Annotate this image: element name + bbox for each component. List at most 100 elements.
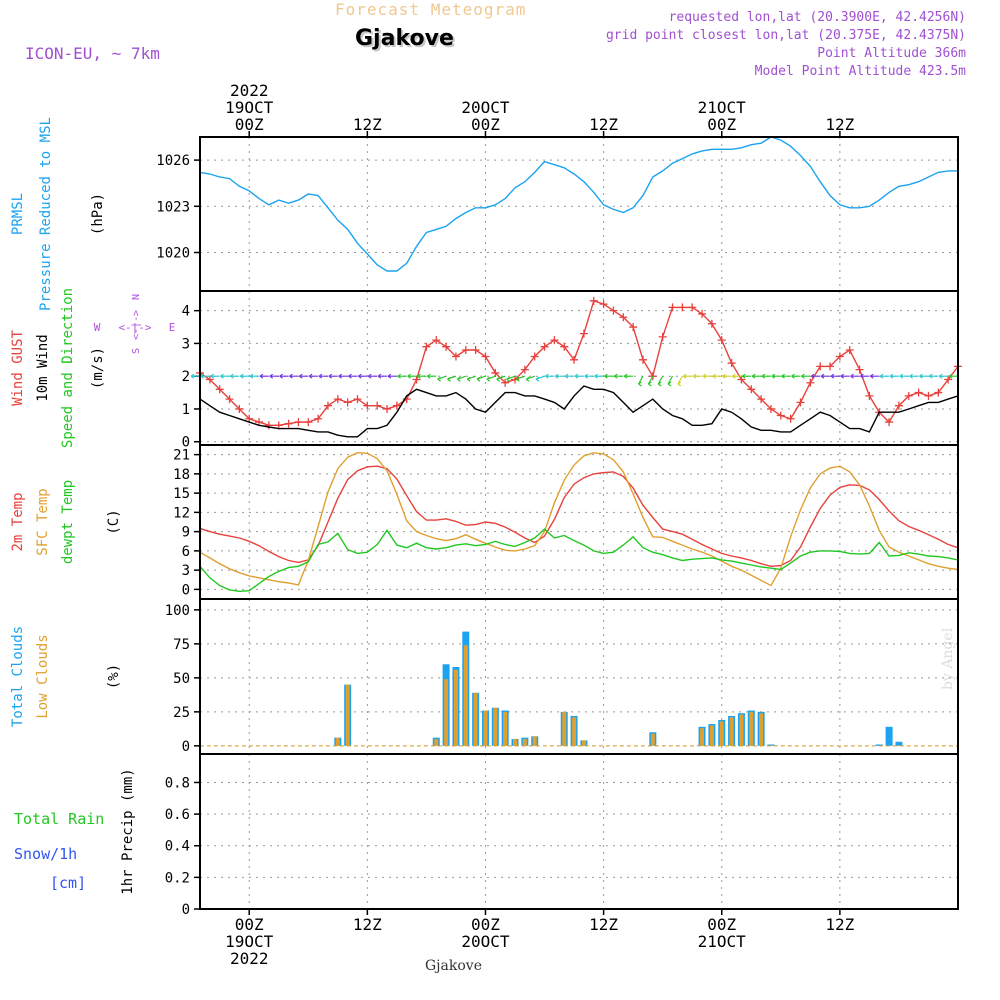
panel-2: 0 3 6 9 12 15 18 21 2m Temp SFC Temp dewpt Temp (C) [10,444,959,600]
wind-arrow [761,373,771,379]
wind-arrow [801,373,811,379]
top-time-label: 2022 [230,81,269,100]
wind-arrow [220,373,230,379]
wind-arrow [516,375,526,382]
low_clouds-bar [453,669,458,746]
gust-marker [422,342,431,351]
wind-arrow [289,373,299,379]
gust-marker [481,352,490,361]
low_clouds-bar [700,728,705,746]
ytick-label: 0.6 [165,807,190,823]
wind-arrow [358,373,368,379]
top-time-label: 21OCT [698,98,747,117]
wind-arrow [584,373,594,379]
wind-arrow [348,373,358,379]
gust-marker [501,378,510,387]
wind-arrow [938,373,949,379]
gust-marker [560,342,569,351]
gust-marker [264,421,273,430]
wind-arrow [486,375,496,382]
wind-arrow [190,373,200,379]
top-time-label: 00Z [235,115,264,134]
ylabel-line: Low Clouds [35,634,51,718]
ylabel-line: SFC Temp [35,488,51,555]
ytick-label: 100 [165,603,190,619]
gust-marker [451,352,460,361]
bottom-time-label: 00Z [235,915,264,934]
gust-marker [314,414,323,423]
wind-arrow [535,375,545,382]
wind-arrow [712,373,722,379]
wind-arrow [574,373,584,379]
ytick-label: 12 [173,505,190,521]
wind-arrow [702,373,712,379]
low_clouds-bar [581,740,586,746]
wind-arrow [667,375,673,387]
ytick-label: 0.4 [165,839,190,855]
wind-arrow [298,373,309,379]
panel-0: 1020 1023 1026 PRMSL Pressure Reduced to MSL… [10,117,959,311]
compass-e: E [169,321,176,334]
low_clouds-bar [434,739,439,746]
gust-marker [816,362,825,371]
wind-line [199,385,959,438]
ytick-label: 3 [182,563,190,579]
gust-marker [638,355,647,364]
wind-arrow [869,373,880,379]
wind-arrow [269,373,279,379]
low_clouds-bar [562,711,567,746]
bottom-time-label: 12Z [353,915,382,934]
panel-1: 0 1 2 3 4 Wind GUST 10m Wind Speed and Directio… [10,288,962,451]
compass-ns-arrows: <-|-> [131,310,142,340]
ytick-label: 0 [182,739,190,755]
total_clouds-bar [875,744,883,746]
wind-arrow [677,375,683,387]
low_clouds-bar [650,733,655,746]
ytick-label: 1020 [156,246,190,262]
gust-marker [835,352,844,361]
gust-marker [599,300,608,309]
top-time-label: 12Z [589,115,618,134]
gust-marker [924,391,933,400]
gust-marker [373,401,382,410]
location-title: Gjakove [355,26,454,51]
pressure-line [199,136,958,272]
wind-arrow [889,373,899,379]
ylabel-line: PRMSL [10,193,26,235]
ylabel-line: 2m Temp [10,492,26,551]
compass-rose: N S W E <-|-><-|-> [94,294,176,354]
top-time-label: 12Z [353,115,382,134]
panel-frame [199,753,959,910]
wind-arrow [732,373,742,379]
wind-arrow [367,373,378,379]
wind-arrow [437,375,447,382]
gust-marker [796,398,805,407]
gust-marker [225,395,234,404]
wind-arrow [397,373,407,379]
wind-arrow [929,373,939,379]
ytick-label: 1023 [156,199,190,215]
gust-marker [688,303,697,312]
wind-arrow [239,373,250,379]
gust-marker [648,372,657,381]
gust-marker [589,296,598,305]
wind-direction-arrows [190,373,958,387]
low_clouds-bar [709,725,714,746]
panel-3: 0 25 50 75 100 Total Clouds Low Clouds (%) [10,598,959,755]
total_clouds-bar [767,744,775,746]
wind-arrow [506,375,516,382]
wind-arrow [919,373,929,379]
gust-marker [668,303,677,312]
gust-marker [707,319,716,328]
gust-marker [323,401,332,410]
ylabel-line: Total Clouds [10,626,26,727]
wind-arrow [781,373,791,379]
gust-marker [904,391,913,400]
panel-4: 0 0.2 0.4 0.6 0.8 1hr Precip (mm) Total Rain Sn… [14,753,959,918]
wind-arrow [318,373,328,379]
ytick-label: 1026 [156,153,190,169]
wind-arrow [387,373,397,379]
wind-arrow [594,373,604,379]
wind-arrow [751,373,762,379]
